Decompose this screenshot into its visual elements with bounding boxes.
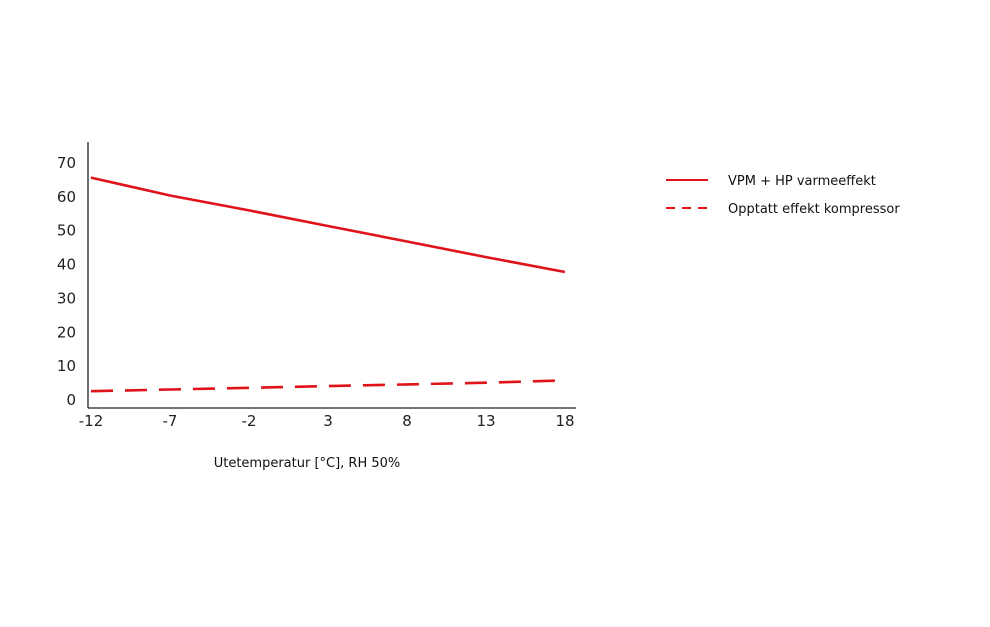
x-tick-label: 3: [323, 412, 333, 430]
y-tick-label: 60: [57, 188, 76, 206]
y-tick-label: 10: [57, 357, 76, 375]
y-tick-label: 30: [57, 289, 76, 307]
series-line-2: [90, 379, 566, 393]
y-tick-label: 40: [57, 256, 76, 274]
x-tick-label: 8: [402, 412, 412, 430]
legend-label: Opptatt effekt kompressor: [728, 202, 900, 217]
legend-item: Opptatt effekt kompressor: [666, 202, 900, 217]
legend-label: VPM + HP varmeeffekt: [728, 174, 876, 189]
legend: VPM + HP varmeeffekt Opptatt effekt kompr…: [666, 174, 900, 217]
x-tick-label: 18: [555, 412, 574, 430]
x-tick-label: 13: [476, 412, 495, 430]
x-tick-label: -12: [79, 412, 104, 430]
y-tick-label: 70: [57, 154, 76, 172]
x-axis-label: Utetemperatur [°C], RH 50%: [214, 456, 401, 471]
y-tick-label: 50: [57, 222, 76, 240]
legend-item: VPM + HP varmeeffekt: [666, 174, 876, 189]
x-tick-label: -2: [242, 412, 257, 430]
x-tick-labels: -12 -7 -2 3 8 13 18: [79, 412, 575, 430]
y-tick-labels: 0 10 20 30 40 50 60 70: [57, 154, 76, 409]
series-lines: [90, 176, 566, 393]
y-tick-label: 20: [57, 323, 76, 341]
y-tick-label: 0: [66, 391, 76, 409]
series-line-1: [90, 176, 566, 274]
axes: [87, 142, 576, 409]
x-tick-label: -7: [163, 412, 178, 430]
